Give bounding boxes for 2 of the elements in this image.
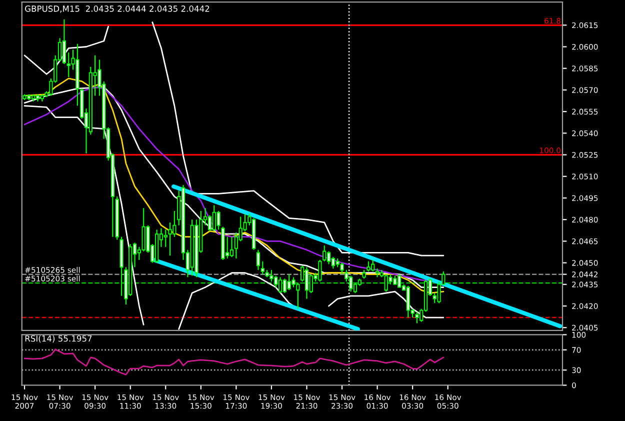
chart-title: GBPUSD,M15 2.0435 2.0444 2.0435 2.0442 [25, 6, 210, 13]
chart-title: RSI(14) 55.1957 [25, 335, 92, 343]
